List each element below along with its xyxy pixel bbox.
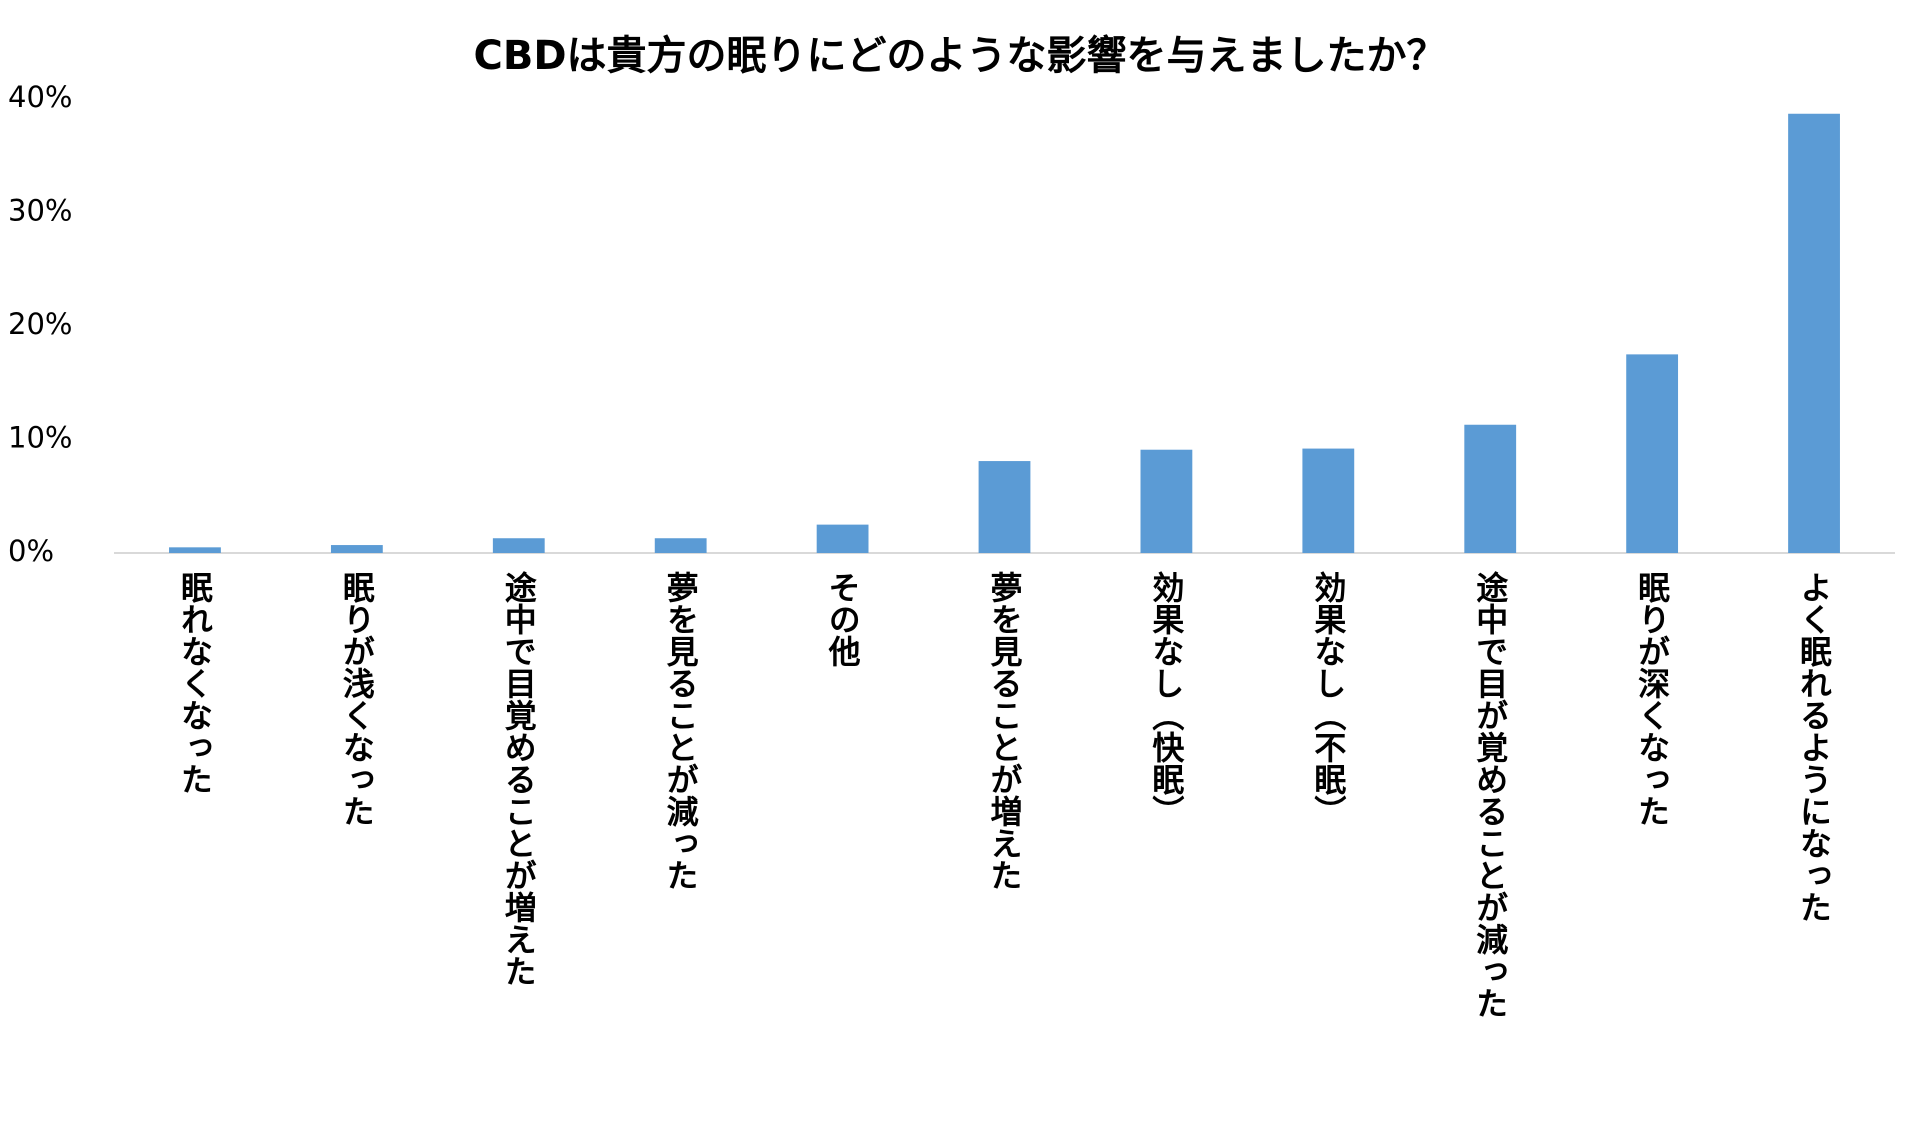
y-tick-label: 20% bbox=[8, 307, 72, 341]
chart-title: CBDは貴方の眠りにどのような影響を与えましたか？ bbox=[473, 33, 1446, 79]
bar bbox=[978, 461, 1031, 553]
x-tick-label: よく眠れるようになった bbox=[1795, 571, 1833, 923]
y-tick-label: 10% bbox=[8, 421, 72, 455]
x-tick-label: 夢を見ることが増えた bbox=[986, 571, 1024, 891]
x-tick-label: 眠れなくなった bbox=[176, 571, 214, 795]
bar bbox=[654, 538, 707, 553]
bar bbox=[169, 547, 221, 553]
bar bbox=[1626, 354, 1679, 553]
x-tick-label: 効果なし（不眠） bbox=[1309, 571, 1347, 827]
y-tick-label: 30% bbox=[8, 194, 72, 228]
bar bbox=[492, 538, 545, 553]
x-tick-label: 途中で目が覚めることが減った bbox=[1471, 570, 1509, 1019]
bar bbox=[330, 545, 383, 553]
bar bbox=[1302, 448, 1355, 553]
x-tick-label: 途中で目覚めることが増えた bbox=[500, 570, 538, 987]
x-tick-label: その他 bbox=[824, 571, 862, 667]
x-tick-label: 夢を見ることが減った bbox=[662, 571, 700, 891]
x-tick-label: 眠りが浅くなった bbox=[338, 571, 376, 827]
bar bbox=[1140, 449, 1193, 553]
bar bbox=[1788, 113, 1840, 553]
x-tick-label: 眠りが深くなった bbox=[1633, 571, 1671, 827]
y-tick-label: 40% bbox=[8, 80, 72, 114]
bar bbox=[816, 524, 869, 553]
x-tick-label: 効果なし（快眠） bbox=[1147, 571, 1185, 827]
y-tick-label: 0% bbox=[8, 534, 54, 568]
bar bbox=[1464, 424, 1517, 553]
